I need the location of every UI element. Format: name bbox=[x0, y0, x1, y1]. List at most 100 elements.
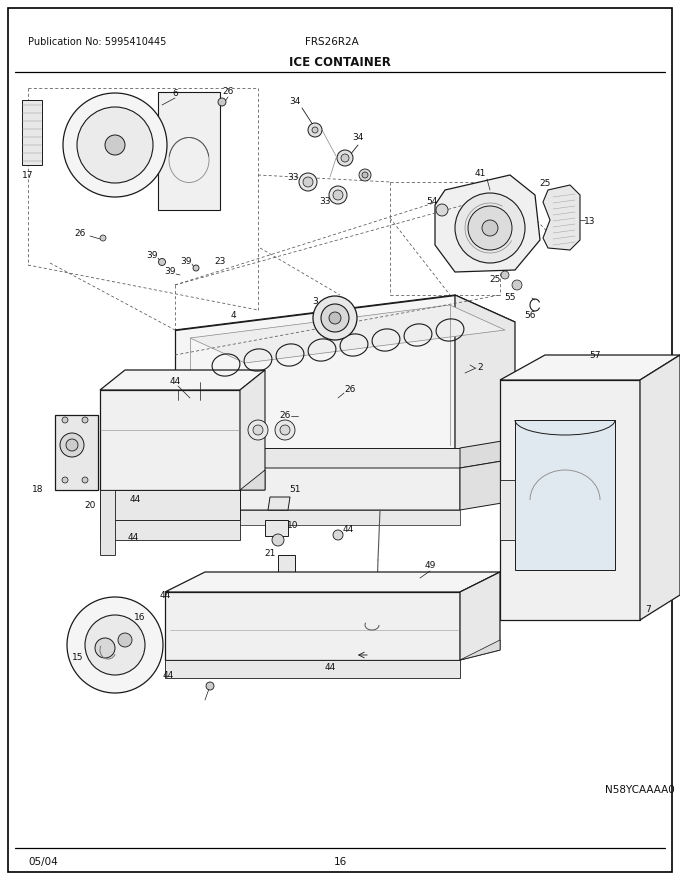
Text: 39: 39 bbox=[165, 268, 175, 276]
Text: 6: 6 bbox=[172, 89, 178, 98]
Text: 20: 20 bbox=[84, 501, 96, 510]
Polygon shape bbox=[640, 355, 680, 620]
Text: 33: 33 bbox=[287, 173, 299, 182]
Circle shape bbox=[67, 597, 163, 693]
Text: 23: 23 bbox=[214, 258, 226, 267]
Circle shape bbox=[312, 127, 318, 133]
Circle shape bbox=[253, 425, 263, 435]
Text: 16: 16 bbox=[333, 857, 347, 867]
Text: 44: 44 bbox=[163, 671, 173, 679]
Circle shape bbox=[85, 615, 145, 675]
Text: 44: 44 bbox=[342, 525, 354, 534]
Polygon shape bbox=[165, 592, 460, 660]
Text: 16: 16 bbox=[134, 612, 146, 621]
Polygon shape bbox=[175, 295, 515, 357]
Text: 44: 44 bbox=[324, 664, 336, 672]
Circle shape bbox=[299, 173, 317, 191]
Circle shape bbox=[218, 98, 226, 106]
Circle shape bbox=[248, 420, 268, 440]
Polygon shape bbox=[158, 92, 220, 210]
Circle shape bbox=[95, 638, 115, 658]
Text: 26: 26 bbox=[222, 87, 234, 97]
Polygon shape bbox=[240, 470, 265, 490]
Circle shape bbox=[359, 169, 371, 181]
Polygon shape bbox=[22, 100, 42, 165]
Text: N58YCAAAA0: N58YCAAAA0 bbox=[605, 785, 675, 795]
Polygon shape bbox=[165, 572, 500, 592]
Circle shape bbox=[82, 417, 88, 423]
Polygon shape bbox=[100, 490, 115, 555]
Circle shape bbox=[105, 135, 125, 155]
Text: 17: 17 bbox=[22, 171, 34, 180]
Circle shape bbox=[329, 186, 347, 204]
Text: 05/04: 05/04 bbox=[28, 857, 58, 867]
Polygon shape bbox=[500, 480, 515, 540]
Circle shape bbox=[337, 150, 353, 166]
Text: 39: 39 bbox=[180, 256, 192, 266]
Polygon shape bbox=[165, 660, 460, 678]
Polygon shape bbox=[543, 185, 580, 250]
Text: 3: 3 bbox=[312, 297, 318, 306]
Circle shape bbox=[333, 530, 343, 540]
Polygon shape bbox=[460, 438, 520, 468]
Circle shape bbox=[63, 93, 167, 197]
Text: 57: 57 bbox=[590, 350, 600, 360]
Text: 34: 34 bbox=[352, 134, 364, 143]
Circle shape bbox=[100, 235, 106, 241]
Circle shape bbox=[362, 172, 368, 178]
Text: 44: 44 bbox=[127, 533, 139, 542]
Circle shape bbox=[341, 154, 349, 162]
Text: 21: 21 bbox=[265, 548, 275, 558]
Text: 7: 7 bbox=[645, 605, 651, 614]
Text: Publication No: 5995410445: Publication No: 5995410445 bbox=[28, 37, 167, 47]
Polygon shape bbox=[100, 370, 265, 390]
Text: 49: 49 bbox=[424, 561, 436, 570]
Text: 26: 26 bbox=[279, 410, 290, 420]
Text: 39: 39 bbox=[146, 251, 158, 260]
Polygon shape bbox=[160, 448, 175, 520]
Polygon shape bbox=[240, 370, 265, 490]
Polygon shape bbox=[100, 390, 240, 490]
Circle shape bbox=[321, 304, 349, 332]
Text: 25: 25 bbox=[539, 179, 551, 187]
Text: 26: 26 bbox=[74, 229, 86, 238]
Polygon shape bbox=[160, 448, 460, 468]
Circle shape bbox=[118, 633, 132, 647]
Polygon shape bbox=[160, 468, 460, 510]
Text: 54: 54 bbox=[426, 197, 438, 207]
Polygon shape bbox=[435, 175, 540, 272]
Polygon shape bbox=[460, 458, 520, 510]
Polygon shape bbox=[500, 355, 680, 380]
Circle shape bbox=[329, 312, 341, 324]
Text: 13: 13 bbox=[584, 217, 596, 226]
Text: 44: 44 bbox=[159, 590, 171, 599]
Text: 26: 26 bbox=[344, 385, 356, 394]
Circle shape bbox=[436, 204, 448, 216]
Polygon shape bbox=[500, 380, 640, 620]
Circle shape bbox=[82, 477, 88, 483]
Polygon shape bbox=[515, 420, 615, 570]
Circle shape bbox=[333, 190, 343, 200]
Circle shape bbox=[62, 417, 68, 423]
Circle shape bbox=[193, 265, 199, 271]
Polygon shape bbox=[190, 305, 505, 363]
Text: 33: 33 bbox=[319, 197, 330, 207]
Circle shape bbox=[275, 420, 295, 440]
Circle shape bbox=[66, 439, 78, 451]
Circle shape bbox=[308, 123, 322, 137]
Text: 41: 41 bbox=[475, 168, 486, 178]
Circle shape bbox=[60, 433, 84, 457]
Text: 56: 56 bbox=[524, 311, 536, 319]
Circle shape bbox=[206, 682, 214, 690]
Text: 44: 44 bbox=[129, 495, 141, 504]
Text: 34: 34 bbox=[289, 98, 301, 106]
Polygon shape bbox=[268, 497, 290, 510]
Polygon shape bbox=[265, 520, 288, 536]
Circle shape bbox=[280, 425, 290, 435]
Text: 18: 18 bbox=[32, 486, 44, 495]
Polygon shape bbox=[460, 640, 500, 660]
Polygon shape bbox=[278, 555, 295, 590]
Polygon shape bbox=[165, 510, 460, 525]
Text: 15: 15 bbox=[72, 654, 84, 663]
Circle shape bbox=[468, 206, 512, 250]
